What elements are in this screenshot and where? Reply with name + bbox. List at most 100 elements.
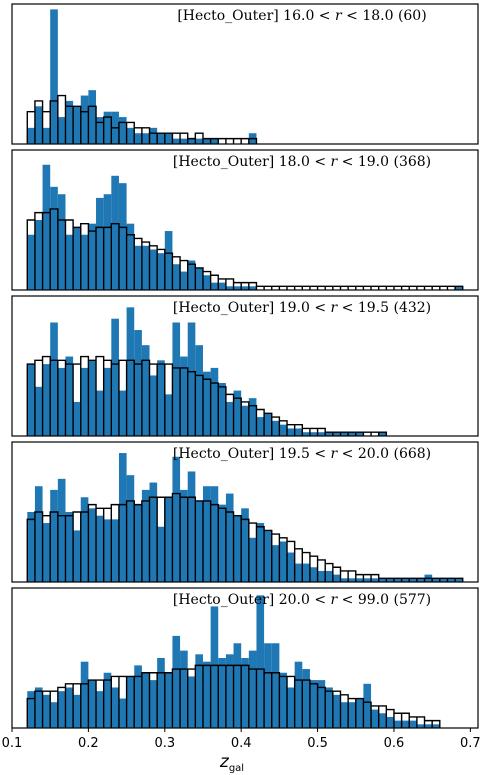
observed-bars: [27, 595, 440, 728]
panel-frame: [11, 3, 479, 145]
observed-bar: [287, 687, 295, 728]
observed-bar: [371, 578, 379, 582]
panel-title-prefix: [Hecto_Outer] 20.0 <: [173, 592, 331, 608]
observed-bar: [80, 661, 89, 728]
observed-bar: [118, 183, 127, 290]
observed-bar: [118, 117, 127, 144]
panel-title: [Hecto_Outer] 18.0 < r < 19.0 (368): [173, 154, 431, 170]
observed-bar: [409, 578, 417, 582]
observed-bar: [27, 364, 35, 436]
observed-bar: [103, 672, 112, 728]
x-tick-label: 0.6: [384, 736, 405, 751]
observed-bar: [34, 106, 43, 144]
observed-bar: [378, 578, 387, 582]
observed-bar: [195, 138, 203, 144]
observed-bar: [233, 390, 242, 436]
observed-bar: [294, 661, 303, 728]
observed-bar: [439, 578, 448, 582]
observed-bar: [118, 390, 127, 436]
observed-bar: [340, 432, 349, 436]
observed-bar: [233, 515, 242, 582]
observed-bar: [164, 133, 173, 144]
panel-title-variable: r: [331, 300, 339, 316]
observed-bar: [126, 223, 135, 290]
observed-bar: [180, 356, 188, 436]
observed-bar: [455, 578, 463, 582]
observed-bar: [164, 231, 173, 290]
panel-title-suffix: < 19.0 (368): [337, 154, 431, 170]
panel-frame: [11, 441, 479, 583]
observed-bar: [42, 694, 51, 728]
observed-bar: [34, 687, 43, 728]
panel-title-variable: r: [331, 446, 339, 462]
observed-bar: [88, 508, 97, 582]
observed-bar: [386, 716, 394, 728]
observed-bar: [187, 260, 196, 290]
observed-bar: [332, 432, 341, 436]
panel-title-suffix: < 19.5 (432): [337, 300, 431, 316]
observed-bar: [27, 691, 35, 728]
observed-bar: [103, 367, 112, 436]
observed-bar: [264, 530, 272, 582]
observed-bar: [348, 432, 356, 436]
panel-title-suffix: < 18.0 (60): [342, 8, 427, 24]
panel-frame: [11, 295, 479, 437]
x-axis-label-main: z: [219, 752, 230, 772]
observed-bar: [50, 322, 58, 436]
observed-bar: [180, 271, 188, 290]
observed-bar: [256, 417, 265, 436]
observed-bar: [149, 249, 158, 290]
observed-bar: [27, 512, 35, 582]
observed-bar: [279, 424, 288, 436]
observed-bar: [157, 658, 165, 728]
observed-bar: [332, 574, 341, 582]
observed-bar: [248, 398, 257, 436]
observed-bar: [187, 322, 196, 436]
observed-bar: [409, 720, 417, 728]
observed-bar: [340, 702, 349, 728]
observed-bar: [325, 687, 333, 728]
observed-bar: [371, 709, 379, 728]
observed-bar: [134, 133, 142, 144]
observed-bar: [34, 220, 43, 290]
observed-bar: [27, 234, 35, 290]
observed-bar: [118, 698, 127, 728]
observed-bar: [103, 111, 112, 144]
observed-bar: [134, 504, 142, 582]
observed-bar: [225, 401, 234, 436]
observed-bar: [34, 486, 43, 582]
observed-bar: [225, 286, 234, 290]
observed-bar: [50, 702, 58, 728]
observed-bar: [65, 100, 74, 144]
observed-bar: [134, 665, 142, 728]
observed-bar: [180, 138, 188, 144]
panel-frame: [11, 149, 479, 291]
observed-bar: [309, 680, 318, 728]
observed-bar: [126, 307, 135, 436]
observed-bar: [172, 322, 181, 436]
panel-4: [Hecto_Outer] 19.5 < r < 20.0 (668): [11, 441, 479, 583]
observed-bar: [317, 680, 326, 728]
observed-bar: [103, 194, 112, 290]
observed-bar: [233, 286, 242, 290]
observed-bar: [271, 545, 280, 582]
observed-bar: [348, 702, 356, 728]
observed-bars: [27, 164, 463, 290]
observed-bar: [96, 117, 104, 144]
observed-bar: [57, 367, 66, 436]
observed-bar: [455, 286, 463, 290]
observed-bar: [27, 127, 35, 144]
observed-bar: [73, 694, 81, 728]
x-tick-label: 0.5: [307, 736, 328, 751]
model-step-line: [26, 355, 388, 436]
panel-title: [Hecto_Outer] 19.5 < r < 20.0 (668): [173, 446, 431, 462]
observed-bar: [317, 432, 326, 436]
observed-bars: [27, 307, 387, 436]
observed-bar: [80, 95, 89, 144]
observed-bar: [363, 578, 372, 582]
observed-bar: [157, 133, 165, 144]
observed-bar: [202, 371, 211, 436]
observed-bar: [218, 383, 226, 436]
observed-bar: [134, 245, 142, 290]
